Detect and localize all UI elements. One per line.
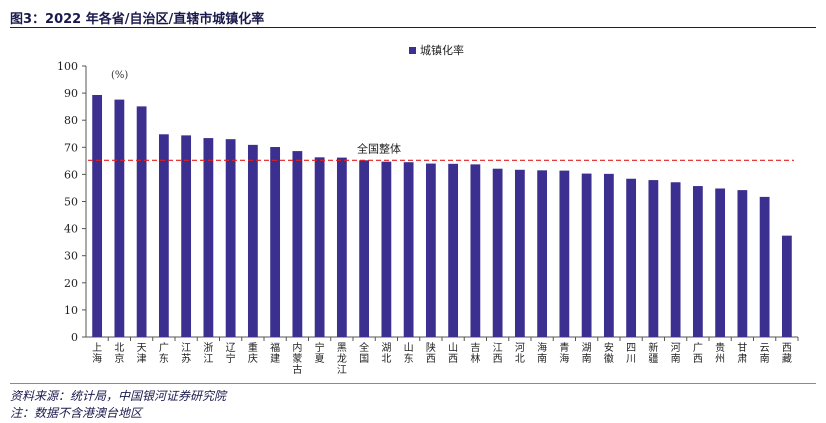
bar-四川	[626, 178, 637, 337]
bar-海南	[537, 170, 548, 337]
bar-河南	[670, 182, 681, 337]
x-tick-label: 全国	[359, 341, 369, 365]
x-tick-label: 浙江	[203, 342, 213, 365]
y-tick-label: 30	[64, 250, 78, 263]
x-tick-label: 甘肃	[737, 341, 747, 365]
x-tick-label: 北京	[114, 342, 124, 365]
x-tick-label: 河南	[671, 342, 681, 365]
y-tick-label: 70	[64, 141, 78, 154]
x-tick-label: 宁夏	[315, 341, 325, 365]
bar-云南	[759, 196, 770, 337]
x-tick-label: 广西	[693, 342, 703, 365]
x-tick-label: 吉林	[470, 342, 480, 365]
y-tick-label: 90	[64, 87, 78, 100]
x-tick-label: 山西	[448, 342, 458, 365]
bar-甘肃	[737, 190, 748, 337]
bar-福建	[270, 147, 281, 337]
bar-安徽	[603, 173, 614, 337]
title-rule	[10, 27, 816, 28]
bar-内蒙古	[292, 151, 303, 337]
bar-上海	[92, 94, 103, 337]
bar-黑龙江	[336, 157, 347, 337]
x-tick-label: 山东	[404, 342, 414, 365]
y-tick-label: 50	[64, 196, 78, 209]
bar-重庆	[247, 144, 258, 337]
bar-陕西	[425, 163, 436, 337]
y-tick-label: 40	[64, 223, 78, 236]
bar-新疆	[648, 180, 659, 337]
x-tick-label: 湖南	[582, 342, 592, 365]
footer-rule	[10, 383, 816, 384]
bar-山西	[448, 163, 459, 337]
x-tick-label: 湖北	[381, 342, 391, 365]
bar-江西	[492, 168, 503, 337]
bar-广东	[158, 134, 169, 337]
x-tick-label: 海南	[537, 341, 547, 365]
bar-吉林	[470, 164, 481, 337]
footnote: 注：数据不含港澳台地区	[10, 406, 143, 420]
x-tick-label: 贵州	[715, 341, 725, 365]
bar-湖南	[581, 173, 592, 337]
y-tick-label: 0	[71, 331, 78, 344]
bar-北京	[114, 99, 125, 337]
source-note: 资料来源：统计局，中国银河证券研究院	[10, 389, 227, 403]
unit-label: (%)	[111, 70, 128, 81]
x-tick-label: 上海	[92, 342, 102, 365]
bar-山东	[403, 162, 414, 337]
bar-贵州	[715, 188, 726, 337]
x-tick-label: 陕西	[426, 341, 436, 365]
bar-宁夏	[314, 157, 325, 337]
legend-swatch	[409, 47, 416, 54]
x-tick-label: 辽宁	[226, 342, 236, 365]
y-tick-label: 80	[64, 114, 78, 127]
y-tick-label: 60	[64, 168, 78, 181]
x-tick-label: 河北	[515, 342, 525, 365]
x-tick-label: 四川	[626, 343, 636, 365]
x-tick-label: 广东	[159, 342, 169, 365]
x-tick-label: 重庆	[248, 341, 258, 365]
bar-浙江	[203, 138, 214, 337]
y-tick-label: 20	[64, 277, 78, 290]
bar-江苏	[181, 135, 192, 337]
bar-辽宁	[225, 139, 236, 337]
x-tick-label: 云南	[760, 343, 770, 365]
bar-青海	[559, 170, 570, 337]
bar-西藏	[781, 235, 792, 337]
x-tick-label: 内蒙古	[292, 341, 302, 376]
x-tick-label: 天津	[137, 343, 147, 365]
bar-湖北	[381, 161, 392, 337]
y-tick-label: 100	[57, 60, 78, 73]
x-tick-label: 黑龙江	[337, 342, 347, 376]
reference-line-label: 全国整体	[357, 141, 401, 155]
x-tick-label: 西藏	[782, 343, 792, 365]
x-tick-label: 安徽	[604, 341, 614, 365]
x-tick-label: 新疆	[648, 341, 658, 365]
legend-label: 城镇化率	[420, 43, 464, 57]
x-tick-label: 江苏	[181, 342, 191, 365]
bar-河北	[514, 169, 525, 337]
figure-title: 图3：2022 年各省/自治区/直辖市城镇化率	[10, 12, 265, 27]
bar-全国	[359, 160, 370, 337]
bar-广西	[692, 186, 703, 337]
x-tick-label: 青海	[559, 341, 569, 365]
x-tick-label: 江西	[493, 342, 503, 365]
y-tick-label: 10	[64, 304, 78, 317]
bar-天津	[136, 106, 147, 337]
x-tick-label: 福建	[270, 341, 280, 365]
